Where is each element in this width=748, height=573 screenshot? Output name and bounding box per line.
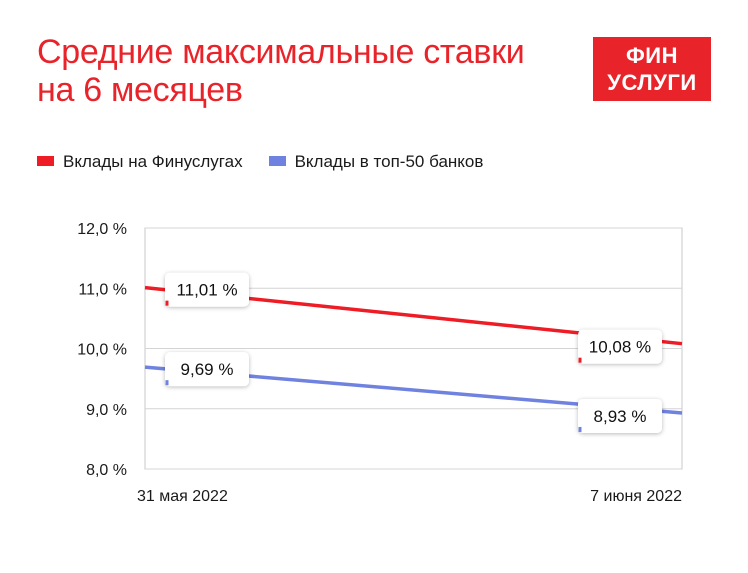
legend-label-top50: Вклады в топ-50 банков	[294, 152, 484, 171]
data-label-text: 8,93 %	[594, 407, 647, 426]
x-tick-label: 31 мая 2022	[137, 488, 228, 505]
data-label-text: 9,69 %	[181, 360, 234, 379]
legend-item-top50: Вклады в топ-50 банков	[268, 152, 484, 172]
chart-title: Средние максимальные ставки на 6 месяцев	[37, 33, 525, 109]
y-tick-label: 8,0 %	[86, 462, 127, 479]
data-label: 8,93 %	[578, 398, 662, 433]
legend-label-finuslugi: Вклады на Финуслугах	[63, 152, 243, 171]
data-label-box	[578, 329, 662, 364]
data-label-box	[165, 272, 249, 307]
x-tick-label: 7 июня 2022	[590, 488, 682, 505]
y-tick-label: 12,0 %	[77, 221, 127, 238]
data-label-marker	[165, 300, 169, 306]
data-label-box	[578, 398, 662, 433]
logo-line2: УСЛУГИ	[607, 70, 697, 95]
legend-swatch-top50	[268, 156, 286, 166]
data-label: 11,01 %	[165, 272, 249, 307]
chart-title-line2: на 6 месяцев	[37, 71, 243, 109]
y-tick-label: 10,0 %	[77, 342, 127, 359]
data-label-box	[165, 352, 249, 387]
legend-item-finuslugi: Вклады на Финуслугах	[37, 152, 243, 172]
y-tick-label: 9,0 %	[86, 402, 127, 419]
logo-line1: ФИН	[626, 43, 678, 68]
data-label-text: 11,01 %	[176, 281, 237, 300]
data-label-marker	[578, 426, 582, 432]
legend-swatch-finuslugi	[37, 156, 54, 166]
chart-title-line1: Средние максимальные ставки	[37, 33, 525, 71]
data-label: 9,69 %	[165, 352, 249, 387]
data-label-text: 10,08 %	[589, 338, 651, 357]
data-label: 10,08 %	[578, 329, 662, 364]
chart-legend: Вклады на Финуслугах Вклады в топ-50 бан…	[37, 152, 509, 172]
data-label-marker	[578, 357, 582, 363]
data-label-marker	[165, 380, 169, 386]
y-tick-label: 11,0 %	[78, 281, 127, 298]
finuslugi-logo: ФИН УСЛУГИ	[593, 37, 711, 101]
